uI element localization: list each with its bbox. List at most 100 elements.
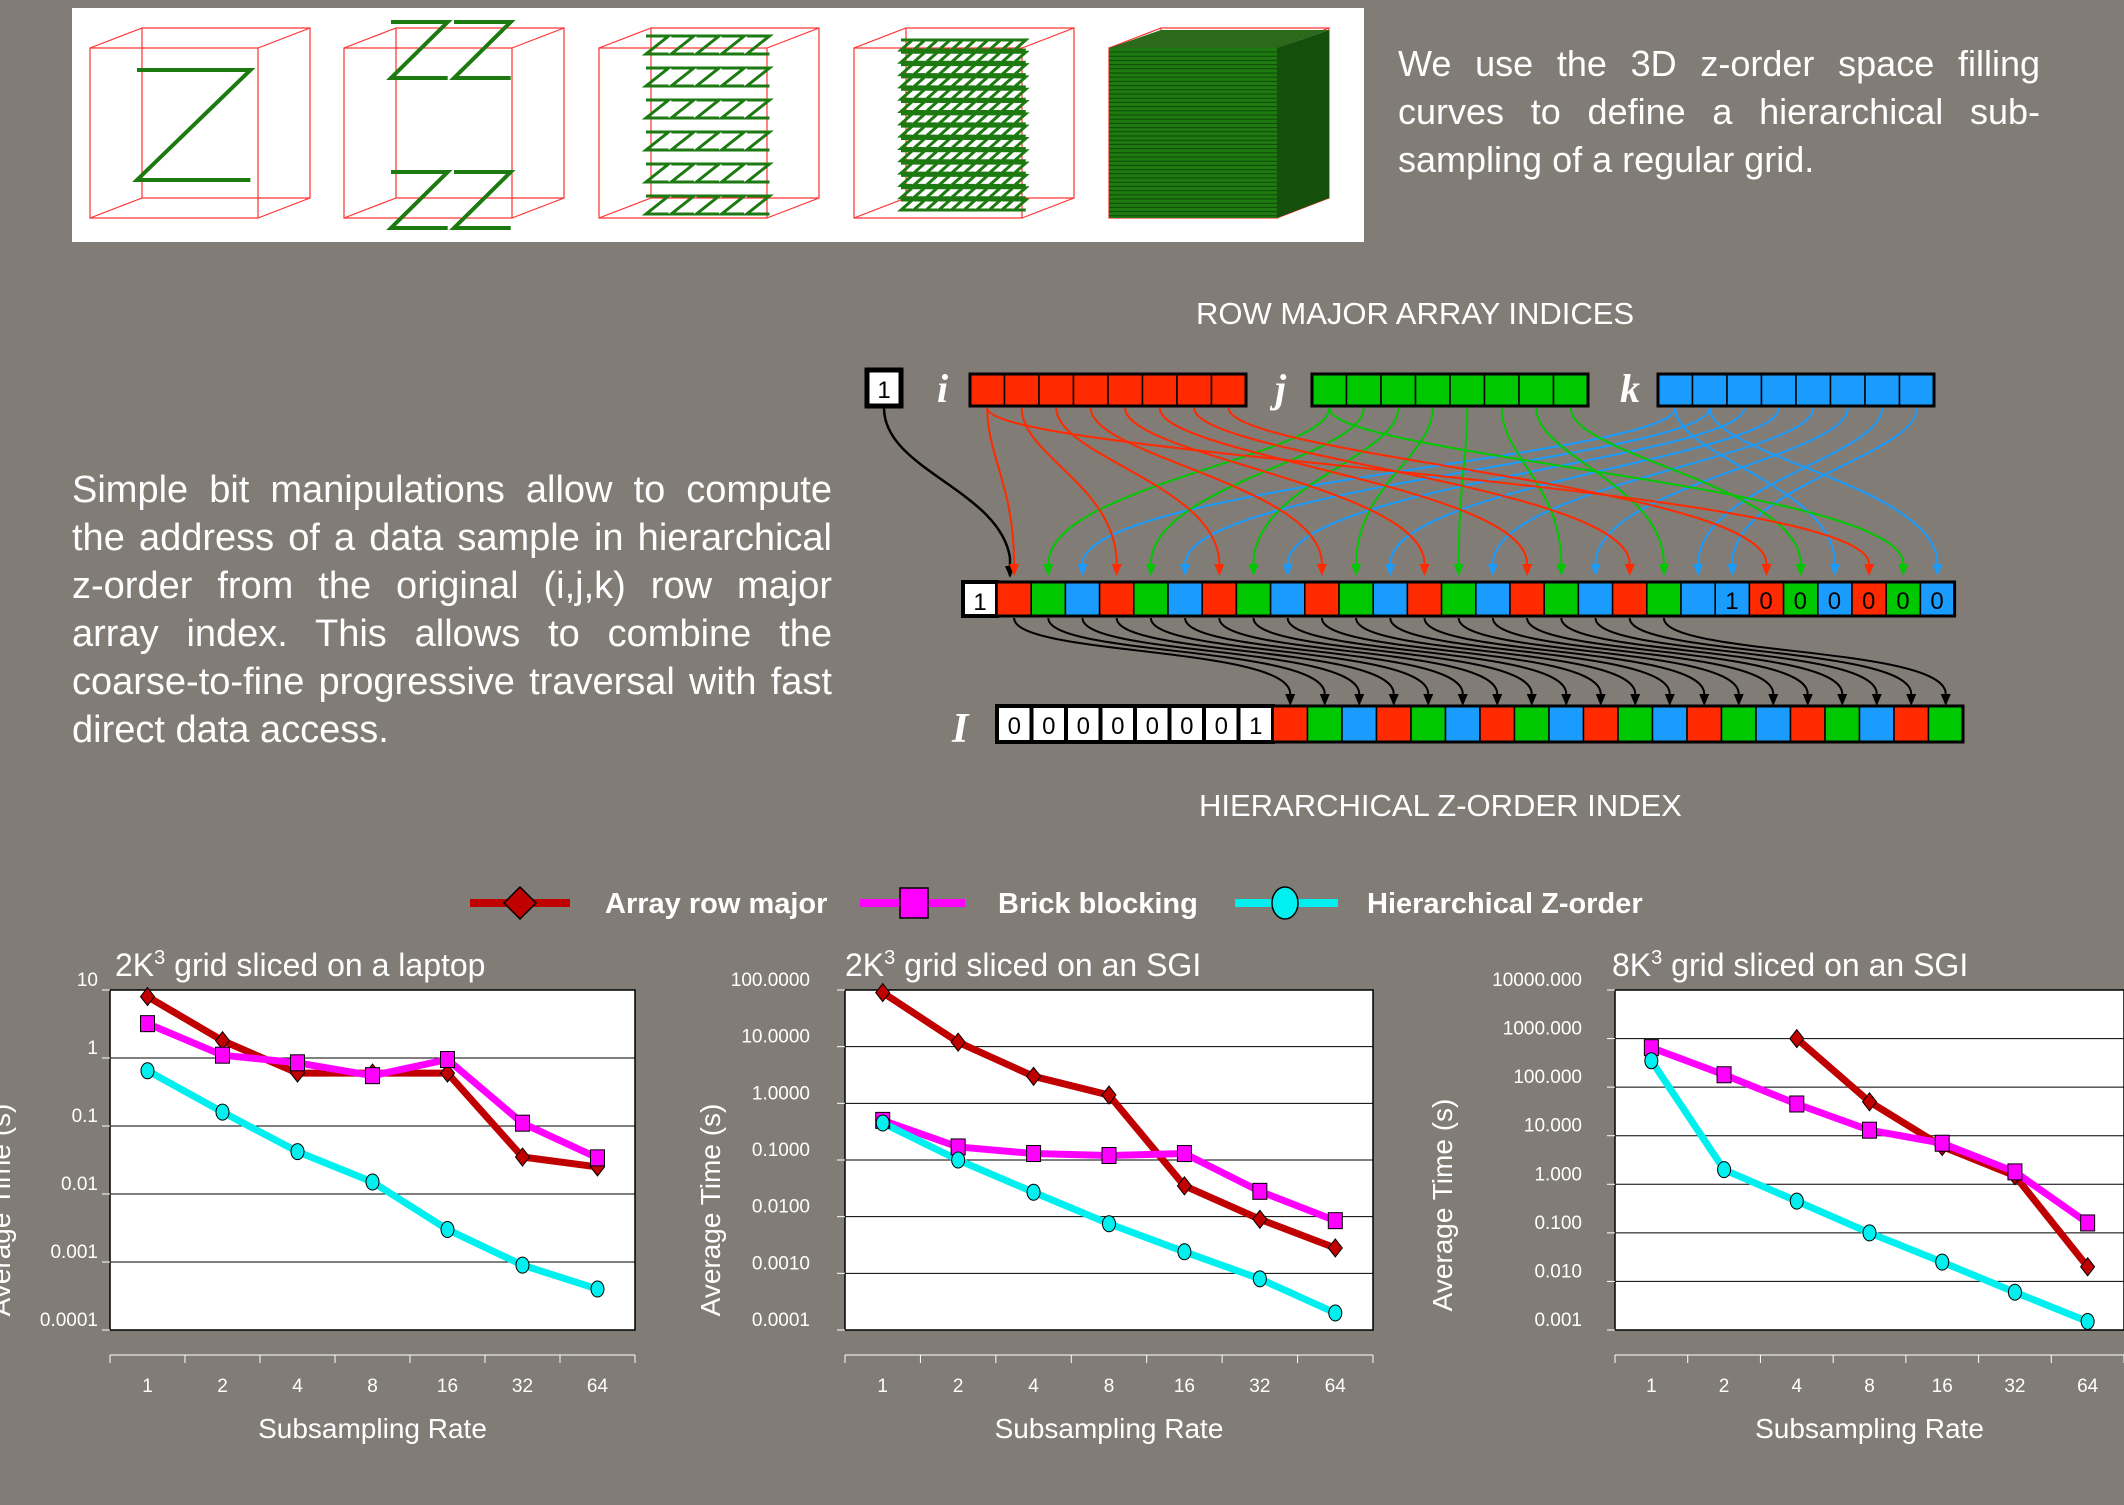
mid-bit-10 xyxy=(1339,582,1373,616)
bottom-head-bit-text: 0 xyxy=(1215,713,1228,740)
chart-title: 2K3 grid sliced on a laptop xyxy=(115,947,485,983)
bottom-bit-17 xyxy=(1860,706,1895,742)
chart-laptop: 2K3 grid sliced on a laptop1010.10.010.0… xyxy=(0,940,680,1505)
z-order-cube-1 xyxy=(90,28,310,218)
mid-bit-7 xyxy=(1236,582,1270,616)
bit-i-6 xyxy=(1177,374,1212,406)
y-tick-label: 0.100 xyxy=(1534,1213,1582,1234)
bit-j-2 xyxy=(1381,374,1416,406)
bit-k-7 xyxy=(1900,374,1935,406)
legend-item-hierarchical-z-order: Hierarchical Z-order xyxy=(1235,887,1643,920)
y-tick-label: 100.0000 xyxy=(731,970,810,991)
bottom-bit-11 xyxy=(1653,706,1688,742)
mid-bit-16 xyxy=(1544,582,1578,616)
marker-brick-blocking xyxy=(1790,1096,1804,1112)
y-axis-label: Average Time (s) xyxy=(1427,1099,1458,1312)
y-tick-label: 1.0000 xyxy=(752,1083,810,1104)
circle-marker-icon xyxy=(1272,887,1298,919)
marker-brick-blocking xyxy=(141,1016,155,1032)
bit-k-4 xyxy=(1796,374,1831,406)
chart-legend: Array row major Brick blocking Hierarchi… xyxy=(470,880,1670,926)
mid-lead-bit: 1 xyxy=(973,589,986,616)
bottom-head-bit-text: 0 xyxy=(1077,713,1090,740)
bit-i-4 xyxy=(1108,374,1143,406)
legend-label-array: Array row major xyxy=(605,888,827,920)
mid-tail-bit-text: 0 xyxy=(1930,588,1943,615)
x-tick-label: 16 xyxy=(1932,1376,1953,1397)
bottom-bit-10 xyxy=(1618,706,1653,742)
mid-tail-bit-text: 0 xyxy=(1896,588,1909,615)
x-tick-label: 1 xyxy=(877,1376,888,1397)
marker-brick-blocking xyxy=(1177,1146,1191,1162)
bottom-bit-9 xyxy=(1584,706,1619,742)
marker-brick-blocking xyxy=(591,1150,605,1166)
mid-tail-bit-text: 0 xyxy=(1794,588,1807,615)
marker-hierarchical-z-order xyxy=(1027,1184,1040,1200)
bottom-bit-3 xyxy=(1377,706,1412,742)
marker-hierarchical-z-order xyxy=(1178,1244,1191,1260)
y-tick-label: 0.1000 xyxy=(752,1140,810,1161)
legend-item-array-row-major: Array row major xyxy=(470,887,827,920)
bit-k-2 xyxy=(1727,374,1762,406)
label-k: k xyxy=(1620,366,1640,411)
bottom-bit-6 xyxy=(1480,706,1515,742)
bottom-bit-18 xyxy=(1894,706,1929,742)
bottom-head-bit-text: 0 xyxy=(1180,713,1193,740)
square-marker-icon xyxy=(900,888,928,918)
mid-bit-13 xyxy=(1442,582,1476,616)
marker-hierarchical-z-order xyxy=(1863,1225,1876,1241)
bottom-head-bit-text: 0 xyxy=(1111,713,1124,740)
marker-brick-blocking xyxy=(516,1115,530,1131)
y-tick-label: 10.000 xyxy=(1524,1116,1582,1137)
intro-text: We use the 3D z-order space filling curv… xyxy=(1398,40,2040,184)
z-order-caption: HIERARCHICAL Z-ORDER INDEX xyxy=(1199,788,1682,824)
mid-bit-9 xyxy=(1305,582,1339,616)
bit-i-3 xyxy=(1074,374,1109,406)
marker-brick-blocking xyxy=(1102,1148,1116,1164)
x-tick-label: 32 xyxy=(1249,1376,1270,1397)
marker-brick-blocking xyxy=(1863,1122,1877,1138)
y-tick-label: 0.0001 xyxy=(752,1310,810,1331)
z-order-curve-images xyxy=(72,8,1364,242)
bottom-bit-0 xyxy=(1273,706,1308,742)
marker-brick-blocking xyxy=(441,1052,455,1068)
y-tick-label: 0.0001 xyxy=(40,1310,98,1331)
bottom-bit-12 xyxy=(1687,706,1722,742)
x-tick-label: 32 xyxy=(512,1376,533,1397)
x-tick-label: 64 xyxy=(1325,1376,1347,1397)
bottom-head-bit-text: 0 xyxy=(1146,713,1159,740)
marker-hierarchical-z-order xyxy=(441,1222,454,1238)
marker-brick-blocking xyxy=(1717,1067,1731,1083)
bit-i-5 xyxy=(1143,374,1178,406)
bit-i-2 xyxy=(1039,374,1074,406)
legend-item-brick-blocking: Brick blocking xyxy=(860,888,1198,920)
z-order-cube-5 xyxy=(1109,28,1329,218)
marker-hierarchical-z-order xyxy=(216,1104,229,1120)
mid-bit-11 xyxy=(1373,582,1407,616)
marker-brick-blocking xyxy=(291,1055,305,1071)
x-tick-label: 4 xyxy=(1028,1376,1039,1397)
chart-title: 8K3 grid sliced on an SGI xyxy=(1612,947,1968,983)
bit-j-4 xyxy=(1450,374,1485,406)
bit-j-0 xyxy=(1312,374,1347,406)
marker-brick-blocking xyxy=(1253,1183,1267,1199)
y-tick-label: 10.0000 xyxy=(741,1027,810,1048)
y-tick-label: 1 xyxy=(87,1038,98,1059)
mid-bit-20 xyxy=(1681,582,1715,616)
mid-bit-15 xyxy=(1510,582,1544,616)
x-tick-label: 16 xyxy=(1174,1376,1195,1397)
bit-k-6 xyxy=(1865,374,1900,406)
x-axis-label: Subsampling Rate xyxy=(1755,1413,1984,1444)
diamond-marker-icon xyxy=(504,887,536,919)
bottom-bit-13 xyxy=(1722,706,1757,742)
x-tick-label: 8 xyxy=(1864,1376,1875,1397)
bottom-head-bit-text: 0 xyxy=(1008,713,1021,740)
marker-hierarchical-z-order xyxy=(876,1115,889,1131)
mid-bit-18 xyxy=(1613,582,1647,616)
y-tick-label: 0.001 xyxy=(1534,1310,1582,1331)
label-i: i xyxy=(937,366,948,411)
x-tick-label: 32 xyxy=(2004,1376,2025,1397)
marker-hierarchical-z-order xyxy=(1103,1216,1116,1232)
bit-j-5 xyxy=(1485,374,1520,406)
bit-i-1 xyxy=(1005,374,1040,406)
